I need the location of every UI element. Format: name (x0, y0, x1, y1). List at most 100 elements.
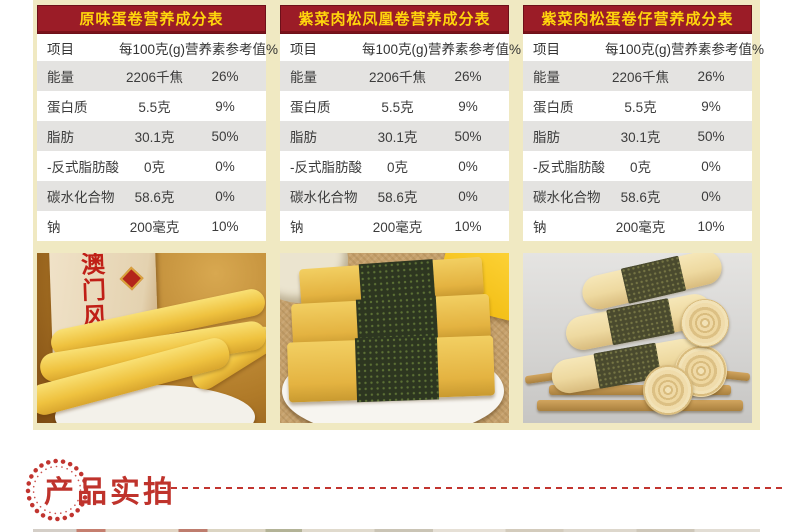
table-row: 钠 200毫克 10% (523, 211, 752, 241)
row-amount: 0克 (386, 160, 408, 175)
egg-roll-spiral-end (643, 365, 693, 415)
row-label: 钠 (533, 220, 547, 235)
row-amount: 2206千焦 (368, 70, 427, 85)
package-diamond-badge-icon (119, 266, 144, 291)
row-amount: 5.5克 (138, 100, 171, 115)
header-item: 项目 (533, 41, 560, 57)
row-amount: 58.6克 (134, 190, 175, 205)
row-nrv: 26% (697, 68, 725, 84)
nutrition-tables-section: 原味蛋卷营养成分表 项目 每100克(g) 营养素参考值% 能量 2206千焦 … (33, 0, 764, 430)
nutrition-column-original: 原味蛋卷营养成分表 项目 每100克(g) 营养素参考值% 能量 2206千焦 … (37, 5, 278, 430)
table-row: 钠 200毫克 10% (37, 211, 266, 241)
row-nrv: 0% (215, 158, 235, 174)
row-amount: 30.1克 (377, 130, 418, 145)
table-title-phoenix-roll: 紫菜肉松凤凰卷营养成分表 (280, 5, 509, 34)
row-label: 脂肪 (290, 130, 317, 145)
table-row: 蛋白质 5.5克 9% (523, 91, 752, 121)
row-amount: 30.1克 (620, 130, 661, 145)
header-nrv: 营养素参考值% (671, 41, 765, 57)
section-title: 产品实拍 (44, 476, 176, 509)
nutrition-table-mini-egg-roll: 项目 每100克(g) 营养素参考值% 能量 2206千焦 26% 蛋白质 5.… (523, 34, 764, 241)
row-nrv: 0% (215, 188, 235, 204)
table-title-mini-egg-roll: 紫菜肉松蛋卷仔营养成分表 (523, 5, 752, 34)
table-header-row: 项目 每100克(g) 营养素参考值% (280, 34, 521, 61)
phoenix-roll-slab (287, 335, 495, 403)
dashed-divider (160, 487, 786, 489)
row-nrv: 26% (454, 68, 482, 84)
table-header-row: 项目 每100克(g) 营养素参考值% (37, 34, 278, 61)
header-item: 项目 (47, 41, 74, 57)
row-label: 蛋白质 (290, 100, 331, 115)
nutrition-table-original: 项目 每100克(g) 营养素参考值% 能量 2206千焦 26% 蛋白质 5.… (37, 34, 278, 241)
row-label: 钠 (290, 220, 304, 235)
row-nrv: 10% (697, 218, 725, 234)
row-amount: 5.5克 (381, 100, 414, 115)
table-row: 能量 2206千焦 26% (523, 61, 752, 91)
row-nrv: 0% (458, 188, 478, 204)
nutrition-table-phoenix-roll: 项目 每100克(g) 营养素参考值% 能量 2206千焦 26% 蛋白质 5.… (280, 34, 521, 241)
row-nrv: 9% (458, 98, 478, 114)
table-header-row: 项目 每100克(g) 营养素参考值% (523, 34, 764, 61)
product-photos-section: 产品实拍 (0, 430, 790, 532)
row-nrv: 10% (454, 218, 482, 234)
row-label: 能量 (533, 70, 560, 85)
egg-roll-spiral-end (681, 299, 729, 347)
row-nrv: 10% (211, 218, 239, 234)
row-nrv: 26% (211, 68, 239, 84)
bamboo-rack (549, 385, 731, 395)
row-amount: 2206千焦 (611, 70, 670, 85)
row-label: 蛋白质 (533, 100, 574, 115)
table-row: 能量 2206千焦 26% (280, 61, 509, 91)
table-row: 碳水化合物 58.6克 0% (37, 181, 266, 211)
row-nrv: 0% (701, 188, 721, 204)
next-photo-row-edge (33, 529, 760, 532)
photo-mini-egg-rolls (523, 253, 752, 423)
row-amount: 0克 (629, 160, 651, 175)
row-amount: 5.5克 (624, 100, 657, 115)
table-row: 蛋白质 5.5克 9% (280, 91, 509, 121)
header-per100g: 每100克(g) (605, 41, 672, 57)
photo-original-egg-rolls: 澳门风味 (37, 253, 266, 423)
table-row: -反式脂肪酸 0克 0% (280, 151, 509, 181)
bamboo-rack (537, 400, 743, 411)
row-label: 脂肪 (47, 130, 74, 145)
row-nrv: 0% (701, 158, 721, 174)
row-nrv: 50% (211, 128, 239, 144)
header-item: 项目 (290, 41, 317, 57)
row-amount: 30.1克 (134, 130, 175, 145)
table-row: 碳水化合物 58.6克 0% (280, 181, 509, 211)
row-amount: 0克 (143, 160, 165, 175)
header-per100g: 每100克(g) (119, 41, 186, 57)
row-amount: 200毫克 (372, 220, 423, 235)
header-per100g: 每100克(g) (362, 41, 429, 57)
row-label: -反式脂肪酸 (47, 160, 119, 175)
row-label: -反式脂肪酸 (290, 160, 362, 175)
row-nrv: 9% (215, 98, 235, 114)
table-row: -反式脂肪酸 0克 0% (37, 151, 266, 181)
row-amount: 2206千焦 (125, 70, 184, 85)
row-amount: 58.6克 (377, 190, 418, 205)
row-label: 碳水化合物 (533, 190, 601, 205)
table-title-original: 原味蛋卷营养成分表 (37, 5, 266, 34)
row-label: 蛋白质 (47, 100, 88, 115)
row-label: 脂肪 (533, 130, 560, 145)
row-nrv: 50% (454, 128, 482, 144)
header-nrv: 营养素参考值% (185, 41, 279, 57)
row-amount: 58.6克 (620, 190, 661, 205)
table-row: 脂肪 30.1克 50% (37, 121, 266, 151)
table-row: 蛋白质 5.5克 9% (37, 91, 266, 121)
table-row: 钠 200毫克 10% (280, 211, 509, 241)
row-label: 能量 (290, 70, 317, 85)
row-nrv: 0% (458, 158, 478, 174)
table-row: 碳水化合物 58.6克 0% (523, 181, 752, 211)
photo-phoenix-rolls (280, 253, 509, 423)
seaweed-band (354, 335, 440, 403)
row-amount: 200毫克 (129, 220, 180, 235)
header-nrv: 营养素参考值% (428, 41, 522, 57)
scroll-ring-ornament-icon (25, 458, 89, 522)
row-label: 钠 (47, 220, 61, 235)
row-amount: 200毫克 (615, 220, 666, 235)
row-label: 碳水化合物 (290, 190, 358, 205)
table-row: -反式脂肪酸 0克 0% (523, 151, 752, 181)
